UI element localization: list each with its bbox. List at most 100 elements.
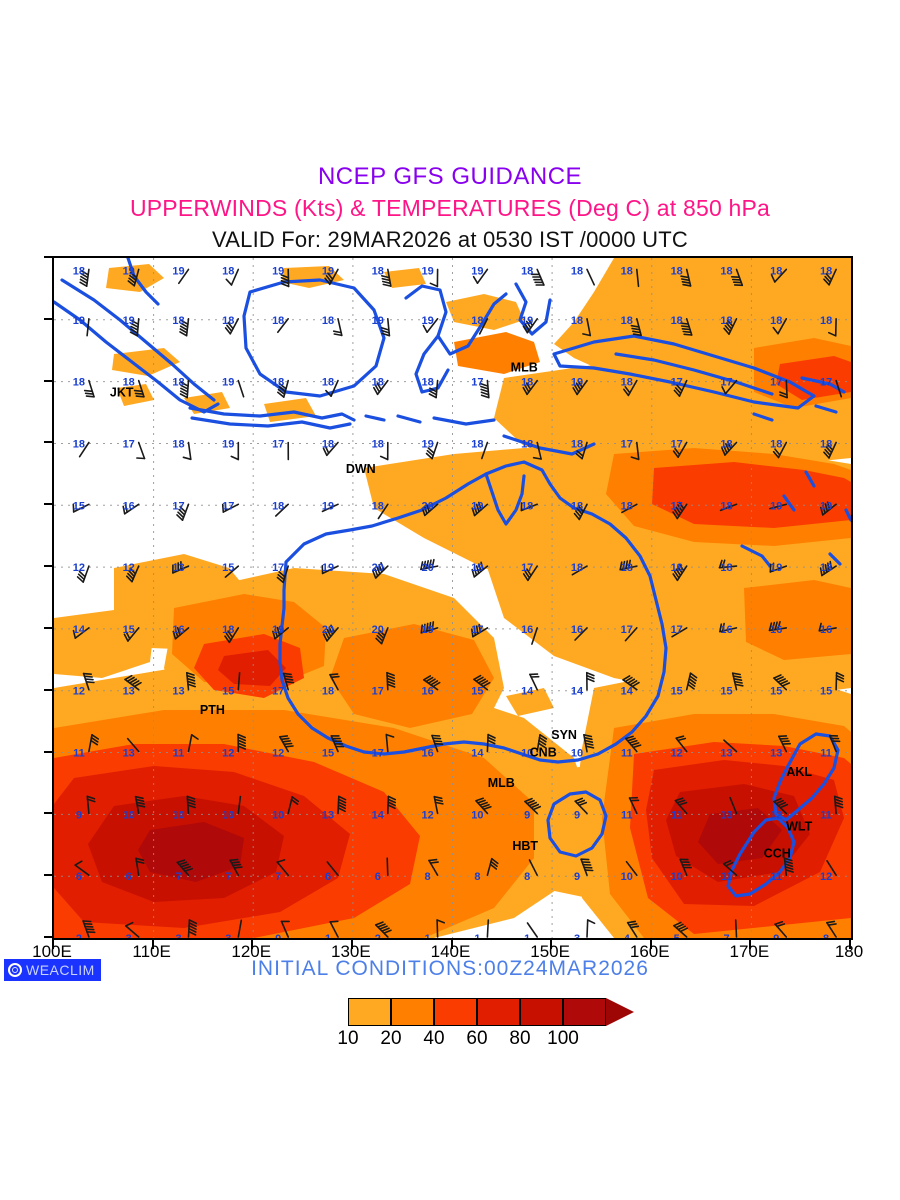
temperature-value: 16: [571, 624, 583, 636]
temperature-value: 12: [770, 809, 782, 821]
wind-barb: [287, 796, 300, 815]
colorbar-tick-label: 100: [547, 1028, 579, 1049]
temperature-value: 19: [123, 315, 135, 327]
wind-barb: [672, 441, 688, 458]
wind-barb: [574, 627, 588, 641]
wind-barb: [624, 735, 642, 753]
temperature-value: 16: [172, 624, 184, 636]
temperature-value: 18: [272, 315, 284, 327]
temperature-value: 6: [126, 871, 132, 883]
wind-barb: [526, 922, 539, 938]
wind-barb: [828, 734, 841, 753]
wind-barb: [72, 627, 90, 639]
wind-barb: [783, 857, 794, 877]
temperature-value: 18: [671, 265, 683, 277]
weaclim-logo[interactable]: WEACLIM: [4, 959, 101, 981]
wind-barb: [486, 857, 499, 877]
temperature-value: 11: [621, 809, 633, 821]
wind-barb: [575, 441, 588, 460]
wind-barb: [773, 674, 791, 691]
temperature-value: 17: [372, 686, 384, 698]
wind-barb: [428, 379, 439, 399]
temperature-value: 13: [172, 562, 184, 574]
wind-barb: [375, 627, 389, 645]
temperature-value: 18: [770, 315, 782, 327]
temperature-value: 14: [372, 809, 385, 821]
wind-barb: [768, 620, 788, 632]
temperature-value: 15: [820, 686, 832, 698]
city-label-hbt: HBT: [512, 839, 538, 853]
map-plot-area[interactable]: 18 19 19 18 19 19 18 19 19 18 18 18 18 18 18 18 19 19 18 18…: [52, 256, 853, 940]
temperature-value: 18: [770, 439, 782, 451]
wind-barb: [433, 795, 444, 815]
temperature-value: 18: [272, 500, 284, 512]
temperature-value: 18: [571, 315, 583, 327]
x-axis-tick-mark: [649, 940, 652, 949]
colorbar-cell: [520, 998, 563, 1026]
x-axis-tick-label: 140E: [430, 942, 471, 961]
initial-conditions-label: INITIAL CONDITIONS:00Z24MAR2026: [251, 957, 649, 980]
city-label-mlb: MLB: [511, 361, 538, 375]
colorbar-cell: [434, 998, 477, 1026]
temperature-value: 19: [222, 377, 234, 389]
wind-barb: [78, 441, 90, 458]
temperature-value: 17: [621, 624, 633, 636]
wind-barb: [76, 565, 90, 583]
wind-barb: [425, 441, 439, 460]
temperature-value: 18: [571, 439, 583, 451]
wind-barb: [673, 379, 688, 397]
colorbar-under-arrow: [322, 998, 348, 1026]
colorbar-tick-label: 10: [337, 1028, 359, 1049]
temperature-value: 11: [621, 748, 633, 760]
wind-barb: [178, 268, 190, 285]
coastlines: [54, 258, 851, 898]
temperature-value: 15: [770, 686, 782, 698]
temperature-value: 3: [225, 933, 231, 938]
temperature-value: 12: [272, 748, 284, 760]
wind-barb: [172, 560, 190, 574]
wind-barb: [83, 379, 95, 398]
temperature-value: 14: [471, 748, 484, 760]
x-axis-tick-mark: [550, 940, 553, 949]
temperature-value: 18: [621, 377, 633, 389]
wind-barb: [574, 797, 588, 815]
wind-barb: [179, 317, 190, 337]
temperature-value: 8: [524, 871, 530, 883]
temperature-value: 18: [172, 439, 184, 451]
temperature-value: 18: [73, 265, 85, 277]
wind-barb: [126, 565, 140, 583]
temperature-value: 2: [76, 933, 82, 938]
temperature-value: 18: [372, 439, 384, 451]
temperature-value: 18: [621, 315, 633, 327]
temperature-value: 17: [671, 624, 683, 636]
temperature-value: 0: [275, 933, 281, 938]
wind-barb: [127, 268, 140, 287]
wind-barb: [123, 627, 140, 642]
wind-barb: [471, 501, 489, 517]
wind-barb: [326, 861, 339, 877]
temperature-value: 18: [421, 377, 433, 389]
wind-barb: [321, 564, 339, 575]
wind-barb: [672, 501, 688, 520]
wind-barb: [524, 797, 542, 815]
wind-barb: [480, 441, 489, 460]
temperature-value: 18: [322, 686, 334, 698]
wind-barb: [625, 860, 638, 877]
temperature-value: 18: [521, 265, 533, 277]
temperature-value: 15: [471, 686, 483, 698]
temperature-value: 19: [770, 500, 782, 512]
temperature-value: 17: [471, 624, 483, 636]
x-axis-tick-mark: [52, 940, 54, 949]
temperature-value: 19: [421, 265, 433, 277]
wind-barb: [422, 317, 439, 333]
wind-barb: [237, 671, 241, 691]
wind-barb: [583, 733, 595, 753]
temperature-value: 5: [674, 933, 680, 938]
temperature-value: 17: [521, 562, 533, 574]
x-axis-tick-mark: [749, 940, 752, 949]
wind-barb: [473, 674, 491, 691]
wind-barb: [221, 502, 240, 513]
wind-barb: [531, 627, 539, 645]
wind-barb: [626, 920, 640, 938]
colorbar-tick-label: 40: [423, 1028, 445, 1049]
